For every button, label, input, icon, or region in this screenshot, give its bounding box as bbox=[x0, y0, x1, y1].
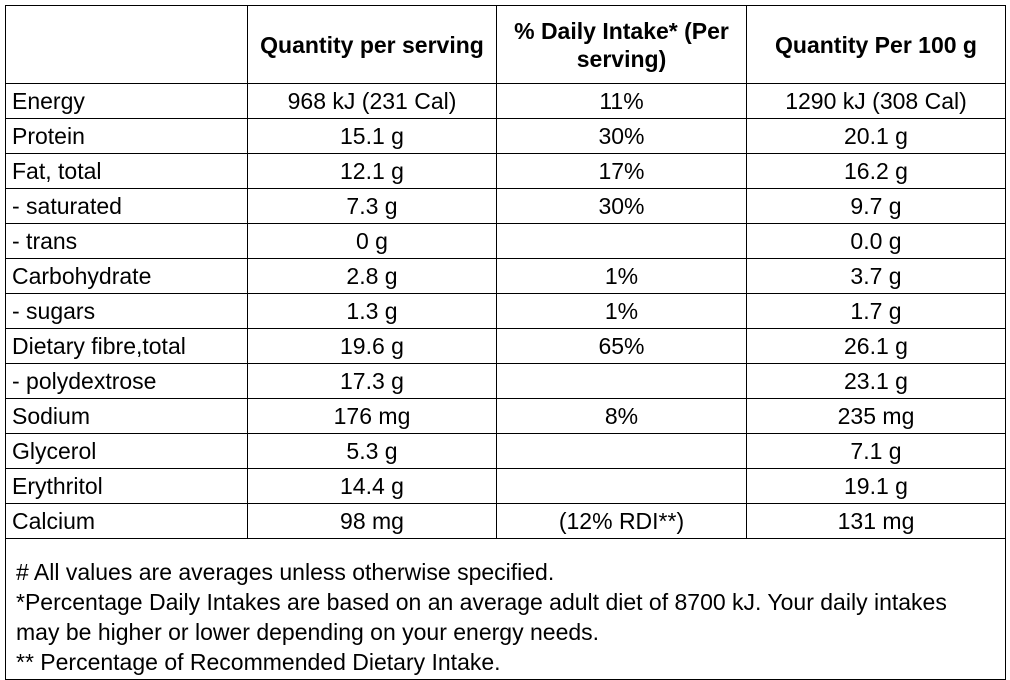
daily-intake-percent bbox=[496, 363, 747, 399]
table-row: Carbohydrate 2.8 g 1% 3.7 g bbox=[5, 258, 1006, 294]
daily-intake-percent: 17% bbox=[496, 153, 747, 189]
nutrient-name: Energy bbox=[5, 83, 248, 119]
nutrient-name: Sodium bbox=[5, 398, 248, 434]
quantity-per-serving: 14.4 g bbox=[247, 468, 497, 504]
table-body: Energy 968 kJ (231 Cal) 11% 1290 kJ (308 Ca… bbox=[5, 83, 1006, 539]
footnote-averages: # All values are averages unless otherwi… bbox=[16, 559, 555, 585]
quantity-per-100g: 0.0 g bbox=[746, 223, 1006, 259]
nutrient-name: - sugars bbox=[5, 293, 248, 329]
quantity-per-100g: 235 mg bbox=[746, 398, 1006, 434]
notes-row: # All values are averages unless otherwi… bbox=[5, 538, 1006, 680]
daily-intake-percent bbox=[496, 433, 747, 469]
daily-intake-percent bbox=[496, 468, 747, 504]
table-row: - saturated 7.3 g 30% 9.7 g bbox=[5, 188, 1006, 224]
daily-intake-percent: 30% bbox=[496, 118, 747, 154]
table-row: Dietary fibre,total 19.6 g 65% 26.1 g bbox=[5, 328, 1006, 364]
quantity-per-serving: 0 g bbox=[247, 223, 497, 259]
quantity-per-serving: 2.8 g bbox=[247, 258, 497, 294]
quantity-per-serving: 176 mg bbox=[247, 398, 497, 434]
quantity-per-100g: 26.1 g bbox=[746, 328, 1006, 364]
daily-intake-percent: 1% bbox=[496, 293, 747, 329]
nutrition-information-table: Quantity per serving % Daily Intake* (Pe… bbox=[5, 5, 1006, 680]
nutrient-name: Carbohydrate bbox=[5, 258, 248, 294]
table-header: Quantity per serving % Daily Intake* (Pe… bbox=[5, 5, 1006, 84]
daily-intake-percent: 1% bbox=[496, 258, 747, 294]
footnote-daily-intake: *Percentage Daily Intakes are based on a… bbox=[16, 589, 947, 645]
nutrient-name: Erythritol bbox=[5, 468, 248, 504]
quantity-per-100g: 7.1 g bbox=[746, 433, 1006, 469]
nutrient-name: - saturated bbox=[5, 188, 248, 224]
quantity-per-serving: 17.3 g bbox=[247, 363, 497, 399]
nutrient-name: Fat, total bbox=[5, 153, 248, 189]
quantity-per-100g: 19.1 g bbox=[746, 468, 1006, 504]
table-row: Energy 968 kJ (231 Cal) 11% 1290 kJ (308 Ca… bbox=[5, 83, 1006, 119]
daily-intake-percent: 8% bbox=[496, 398, 747, 434]
footnotes: # All values are averages unless otherwi… bbox=[5, 538, 1006, 680]
nutrient-name: Glycerol bbox=[5, 433, 248, 469]
quantity-per-100g: 16.2 g bbox=[746, 153, 1006, 189]
quantity-per-serving: 98 mg bbox=[247, 503, 497, 539]
daily-intake-percent: 30% bbox=[496, 188, 747, 224]
header-row: Quantity per serving % Daily Intake* (Pe… bbox=[5, 5, 1006, 84]
quantity-per-serving: 15.1 g bbox=[247, 118, 497, 154]
daily-intake-percent: (12% RDI**) bbox=[496, 503, 747, 539]
daily-intake-percent: 65% bbox=[496, 328, 747, 364]
nutrient-name: Protein bbox=[5, 118, 248, 154]
nutrient-name: - trans bbox=[5, 223, 248, 259]
quantity-per-serving: 968 kJ (231 Cal) bbox=[247, 83, 497, 119]
quantity-per-serving: 12.1 g bbox=[247, 153, 497, 189]
quantity-per-100g: 23.1 g bbox=[746, 363, 1006, 399]
table-row: Glycerol 5.3 g 7.1 g bbox=[5, 433, 1006, 469]
nutrient-name: Calcium bbox=[5, 503, 248, 539]
header-nutrient bbox=[5, 5, 248, 84]
table-row: - trans 0 g 0.0 g bbox=[5, 223, 1006, 259]
quantity-per-serving: 1.3 g bbox=[247, 293, 497, 329]
table-row: - polydextrose 17.3 g 23.1 g bbox=[5, 363, 1006, 399]
daily-intake-percent: 11% bbox=[496, 83, 747, 119]
header-daily-intake: % Daily Intake* (Per serving) bbox=[496, 5, 747, 84]
table-row: Erythritol 14.4 g 19.1 g bbox=[5, 468, 1006, 504]
quantity-per-100g: 3.7 g bbox=[746, 258, 1006, 294]
header-quantity-per-serving: Quantity per serving bbox=[247, 5, 497, 84]
quantity-per-100g: 1290 kJ (308 Cal) bbox=[746, 83, 1006, 119]
table-row: Calcium 98 mg (12% RDI**) 131 mg bbox=[5, 503, 1006, 539]
nutrient-name: - polydextrose bbox=[5, 363, 248, 399]
quantity-per-100g: 131 mg bbox=[746, 503, 1006, 539]
table-footer: # All values are averages unless otherwi… bbox=[5, 538, 1006, 680]
quantity-per-100g: 9.7 g bbox=[746, 188, 1006, 224]
table-row: Protein 15.1 g 30% 20.1 g bbox=[5, 118, 1006, 154]
header-quantity-per-100g: Quantity Per 100 g bbox=[746, 5, 1006, 84]
table-row: Sodium 176 mg 8% 235 mg bbox=[5, 398, 1006, 434]
quantity-per-serving: 19.6 g bbox=[247, 328, 497, 364]
table-row: Fat, total 12.1 g 17% 16.2 g bbox=[5, 153, 1006, 189]
quantity-per-serving: 5.3 g bbox=[247, 433, 497, 469]
quantity-per-100g: 1.7 g bbox=[746, 293, 1006, 329]
quantity-per-serving: 7.3 g bbox=[247, 188, 497, 224]
table-row: - sugars 1.3 g 1% 1.7 g bbox=[5, 293, 1006, 329]
daily-intake-percent bbox=[496, 223, 747, 259]
quantity-per-100g: 20.1 g bbox=[746, 118, 1006, 154]
nutrient-name: Dietary fibre,total bbox=[5, 328, 248, 364]
footnote-rdi: ** Percentage of Recommended Dietary Int… bbox=[16, 649, 501, 675]
